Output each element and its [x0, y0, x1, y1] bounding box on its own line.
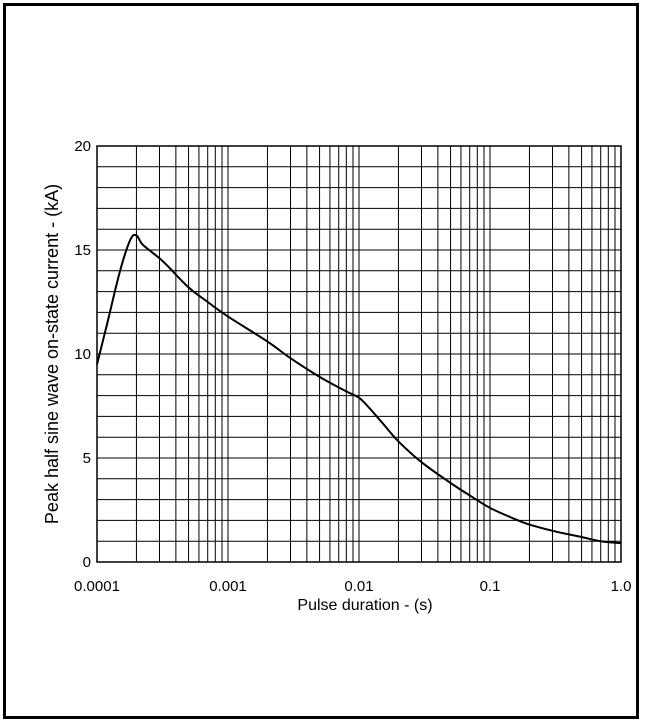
figure-frame	[3, 3, 639, 719]
x-tick-label: 0.001	[209, 578, 247, 595]
y-tick-label: 10	[74, 346, 91, 363]
x-axis-label: Pulse duration - (s)	[297, 597, 432, 614]
x-tick-label: 1.0	[611, 578, 632, 595]
y-tick-label: 0	[83, 554, 91, 571]
y-tick-label: 15	[74, 242, 91, 259]
x-tick-label: 0.0001	[74, 578, 120, 595]
plot-border	[96, 145, 622, 563]
x-tick-label: 0.01	[344, 578, 373, 595]
series-line	[96, 233, 622, 545]
y-tick-label: 20	[74, 138, 91, 155]
x-tick-label: 0.1	[480, 578, 501, 595]
y-tick-label: 5	[83, 450, 91, 467]
y-axis-label: Peak half sine wave on-state current - (…	[42, 184, 62, 524]
